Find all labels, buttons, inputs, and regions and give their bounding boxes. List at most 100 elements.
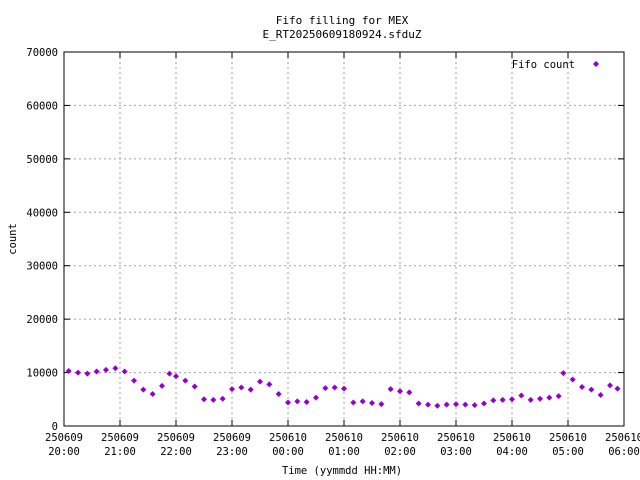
x-tick-date: 250609	[45, 432, 83, 444]
data-point	[607, 382, 613, 389]
data-point	[481, 400, 487, 407]
x-tick-date: 250610	[381, 432, 419, 444]
data-point	[415, 400, 422, 407]
data-point	[518, 392, 525, 399]
legend-marker-diamond	[593, 61, 599, 67]
data-point	[569, 376, 576, 383]
data-point	[266, 381, 273, 388]
data-point	[219, 395, 226, 402]
data-point	[387, 386, 394, 393]
x-tick-time: 05:00	[552, 446, 584, 458]
x-tick-date: 250609	[101, 432, 139, 444]
data-point	[322, 385, 329, 392]
x-tick-time: 20:00	[48, 446, 80, 458]
data-point	[499, 396, 506, 403]
data-point	[149, 390, 156, 397]
data-point	[434, 402, 441, 409]
data-points	[65, 365, 621, 409]
data-point	[341, 385, 347, 392]
x-tick-time: 22:00	[160, 446, 192, 458]
chart-subtitle: E_RT20250609180924.sfduZ	[263, 28, 422, 41]
data-point	[537, 395, 543, 402]
x-tick-date: 250610	[605, 432, 640, 444]
data-point	[546, 394, 553, 401]
data-point	[303, 398, 310, 405]
data-point	[238, 384, 245, 391]
x-tick-time: 04:00	[496, 446, 528, 458]
data-point	[597, 392, 604, 399]
x-tick-time: 02:00	[384, 446, 416, 458]
x-tick-date: 250610	[437, 432, 475, 444]
y-axis-ticks: 0 10000 20000 30000 40000 50000 60000 70000	[26, 47, 624, 433]
chart-title: Fifo filling for MEX	[276, 14, 409, 27]
data-point	[614, 385, 621, 392]
data-point	[453, 401, 459, 408]
data-point	[166, 370, 173, 377]
x-tick-time: 00:00	[272, 446, 304, 458]
x-tick-time: 01:00	[328, 446, 360, 458]
data-point	[285, 399, 291, 406]
data-point	[275, 390, 282, 397]
data-point	[560, 370, 567, 377]
data-point	[159, 382, 165, 389]
data-point	[65, 367, 72, 374]
y-tick-label: 50000	[26, 154, 58, 166]
data-point	[173, 373, 179, 380]
x-tick-time: 06:00	[608, 446, 640, 458]
data-point	[471, 402, 478, 409]
data-point	[201, 396, 207, 403]
data-point	[182, 377, 189, 384]
data-point	[359, 398, 366, 405]
data-point	[397, 388, 403, 395]
x-tick-date: 250610	[493, 432, 531, 444]
data-point	[140, 386, 147, 393]
y-tick-label: 60000	[26, 100, 58, 112]
data-point	[210, 396, 217, 403]
data-point	[257, 378, 263, 385]
x-tick-time: 23:00	[216, 446, 248, 458]
y-tick-label: 10000	[26, 368, 58, 380]
data-point	[490, 397, 497, 404]
y-tick-label: 0	[52, 421, 58, 433]
x-tick-date: 250609	[213, 432, 251, 444]
x-axis-label: Time (yymmdd HH:MM)	[282, 465, 402, 477]
y-tick-label: 30000	[26, 261, 58, 273]
data-point	[191, 383, 198, 390]
data-point	[588, 386, 595, 393]
data-point	[294, 398, 301, 405]
y-tick-label: 20000	[26, 314, 58, 326]
data-point	[121, 368, 128, 375]
data-point	[527, 396, 534, 403]
grid	[64, 52, 624, 426]
x-tick-date: 250610	[549, 432, 587, 444]
x-tick-time: 03:00	[440, 446, 472, 458]
y-tick-label: 40000	[26, 207, 58, 219]
x-tick-date: 250610	[269, 432, 307, 444]
data-point	[131, 377, 137, 384]
data-point	[378, 401, 385, 408]
data-point	[313, 394, 319, 401]
legend: Fifo count	[512, 59, 599, 71]
data-point	[350, 399, 357, 406]
data-point	[509, 396, 515, 403]
data-point	[84, 370, 91, 377]
legend-label: Fifo count	[512, 59, 575, 71]
data-point	[229, 386, 235, 393]
data-point	[369, 400, 375, 407]
plot-border	[63, 51, 625, 427]
data-point	[462, 401, 469, 408]
data-point	[112, 365, 119, 372]
x-tick-time: 21:00	[104, 446, 136, 458]
x-tick-date: 250610	[325, 432, 363, 444]
data-point	[425, 401, 431, 408]
y-tick-label: 70000	[26, 47, 58, 59]
data-point	[555, 393, 562, 400]
data-point	[75, 369, 81, 376]
x-tick-date: 250609	[157, 432, 195, 444]
data-point	[331, 384, 338, 391]
data-point	[93, 368, 100, 375]
data-point	[247, 386, 254, 393]
data-point	[103, 366, 109, 373]
data-point	[406, 389, 413, 396]
